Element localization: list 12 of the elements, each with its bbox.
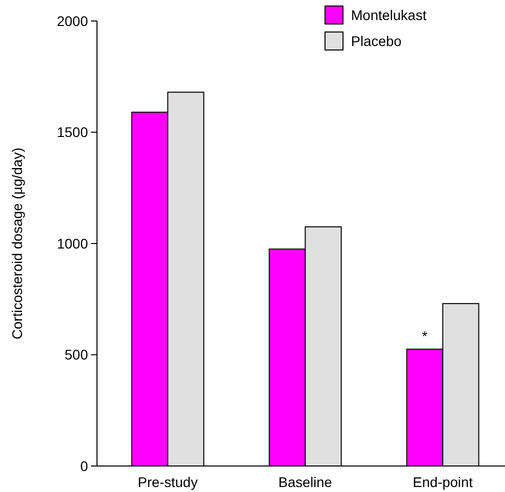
y-tick-label: 1500 — [56, 124, 88, 140]
y-tick-label: 2000 — [56, 12, 88, 29]
legend-label: Montelukast — [351, 6, 427, 23]
legend-label: Placebo — [351, 32, 402, 49]
x-tick-label: Pre-study — [138, 474, 198, 490]
y-axis-title: Corticosteroid dosage (µg/day) — [9, 148, 25, 340]
annotation: * — [422, 328, 428, 344]
y-tick-label: 0 — [80, 458, 88, 474]
x-tick-label: Baseline — [278, 474, 332, 490]
x-tick-label: End-point — [412, 474, 473, 490]
y-tick-label: 500 — [64, 346, 88, 363]
y-tick-label: 1000 — [56, 235, 88, 252]
